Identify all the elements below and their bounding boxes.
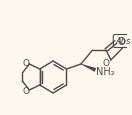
- FancyBboxPatch shape: [113, 35, 132, 48]
- Text: O: O: [23, 59, 30, 68]
- Text: Abs: Abs: [116, 37, 131, 46]
- Text: O: O: [23, 87, 30, 96]
- Text: O: O: [103, 58, 110, 67]
- Text: NH₂: NH₂: [96, 66, 115, 76]
- Text: O: O: [118, 37, 125, 47]
- Polygon shape: [81, 64, 96, 72]
